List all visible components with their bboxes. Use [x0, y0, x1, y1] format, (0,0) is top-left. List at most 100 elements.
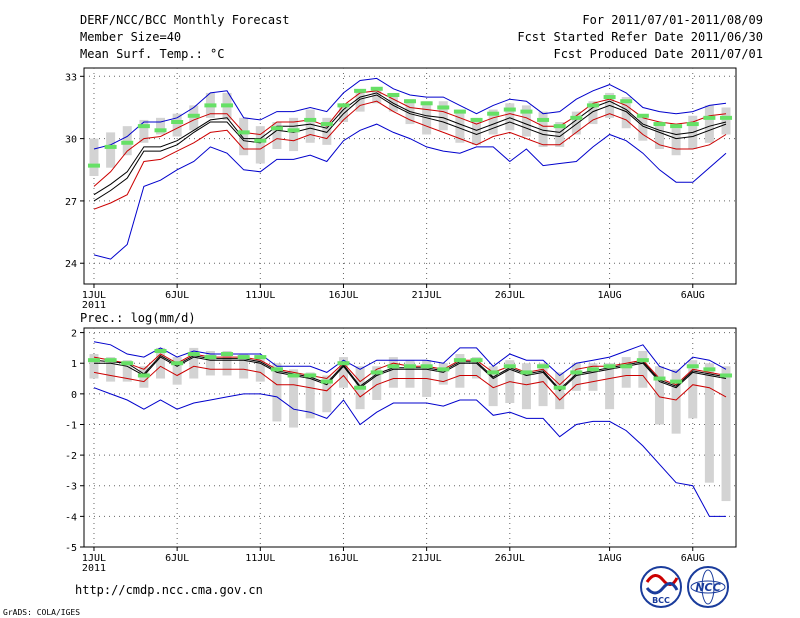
prec-x-tick-label: 6JUL: [165, 553, 189, 564]
grads-credit: GrADS: COLA/IGES: [3, 608, 80, 617]
temp-line-lower-inner: [93, 100, 727, 210]
temp-median-marker: [237, 130, 250, 135]
forecast-period-label: For 2011/07/01-2011/08/09: [582, 13, 763, 27]
prec-median-marker: [87, 358, 100, 363]
temp-median-marker: [254, 138, 267, 143]
temp-y-tick-label: 30: [65, 135, 77, 146]
prec-median-marker: [420, 364, 433, 369]
prec-x-year-label: 2011: [82, 563, 106, 574]
prec-spread-box: [571, 363, 581, 391]
temp-x-tick-label: 16JUL: [328, 290, 358, 301]
temp-spread-box: [388, 92, 398, 112]
source-url: http://cmdp.ncc.cma.gov.cn: [75, 583, 263, 597]
prec-median-marker: [470, 358, 483, 363]
temp-median-marker: [686, 122, 699, 127]
prec-median-marker: [137, 373, 150, 378]
bcc-logo: BCC: [640, 566, 682, 608]
prec-x-tick-label: 1JUL: [82, 553, 106, 564]
prec-spread-box: [704, 363, 714, 483]
prec-y-tick-label: -5: [65, 543, 77, 554]
bcc-logo-text: BCC: [652, 596, 670, 605]
ncc-logo-meridian-h: [690, 580, 726, 594]
temp-spread-box: [538, 111, 548, 147]
prec-median-marker: [270, 367, 283, 372]
prec-spread-box: [289, 369, 299, 428]
temp-median-marker: [620, 99, 633, 104]
bcc-logo-swirl-blue: [645, 582, 679, 595]
prec-line-upper-bound: [93, 341, 727, 377]
member-size-label: Member Size=40: [80, 30, 181, 44]
prec-spread-box: [106, 357, 116, 382]
temp-median-marker: [487, 111, 500, 116]
temp-median-marker: [570, 115, 583, 120]
temp-y-tick-label: 24: [65, 259, 77, 270]
ncc-logo-ring: [687, 566, 729, 608]
prec-y-tick-label: -3: [65, 482, 77, 493]
prec-spread-box: [455, 354, 465, 388]
ncc-logo: NCC: [687, 566, 729, 608]
prec-median-marker: [171, 361, 184, 366]
temp-median-marker: [337, 103, 350, 108]
temp-median-marker: [154, 128, 167, 133]
temp-plot-frame: [83, 67, 737, 285]
prec-spread-box: [472, 357, 482, 379]
temp-x-tick-label: 6AUG: [681, 290, 705, 301]
prec-x-tick-label: 26JUL: [495, 553, 525, 564]
temp-spread-box: [255, 126, 265, 164]
ncc-logo-text: NCC: [695, 581, 720, 594]
prec-median-marker: [354, 385, 367, 390]
prec-median-marker: [670, 379, 683, 384]
temp-spread-box: [505, 103, 515, 131]
temp-x-tick-label: 26JUL: [495, 290, 525, 301]
prec-median-marker: [237, 355, 250, 360]
temp-median-marker: [370, 86, 383, 91]
temp-spread-box: [322, 117, 332, 145]
temp-spread-box: [289, 117, 299, 152]
temp-x-tick-label: 11JUL: [245, 290, 275, 301]
temp-line-upper-bound: [93, 77, 727, 150]
temp-spread-box: [438, 101, 448, 131]
prec-spread-box: [322, 375, 332, 413]
temp-spread-box: [106, 132, 116, 168]
temp-x-tick-label: 6JUL: [165, 290, 189, 301]
prec-median-marker: [304, 373, 317, 378]
temp-spread-box: [621, 97, 631, 129]
prec-spread-box: [372, 366, 382, 400]
prec-spread-box: [721, 366, 731, 502]
temp-median-marker: [586, 103, 599, 108]
prec-spread-box: [305, 372, 315, 419]
temp-y-tick-label: 27: [65, 197, 77, 208]
prec-median-marker: [703, 367, 716, 372]
prec-median-marker: [437, 367, 450, 372]
prec-spread-box: [621, 357, 631, 388]
prec-spread-box: [338, 357, 348, 388]
prec-median-marker: [453, 358, 466, 363]
precipitation-panel-label: Prec.: log(mm/d): [80, 311, 196, 325]
temp-median-marker: [603, 95, 616, 100]
temp-x-tick-label: 1AUG: [598, 290, 622, 301]
prec-median-marker: [104, 358, 117, 363]
temp-median-marker: [420, 101, 433, 106]
prec-spread-box: [388, 357, 398, 388]
temp-spread-box: [638, 115, 648, 141]
prec-median-marker: [154, 348, 167, 353]
produced-date-label: Fcst Produced Date 2011/07/01: [553, 47, 763, 61]
prec-line-lower-bound: [93, 387, 726, 517]
prec-y-tick-label: -2: [65, 451, 77, 462]
prec-spread-box: [538, 363, 548, 407]
variable-label: Mean Surf. Temp.: °C: [80, 47, 225, 61]
prec-median-marker: [586, 367, 599, 372]
prec-median-marker: [720, 373, 733, 378]
prec-median-marker: [221, 352, 234, 357]
temp-spread-box: [488, 109, 498, 135]
prec-spread-box: [272, 363, 282, 422]
ncc-logo-meridian-v: [701, 569, 715, 605]
temp-median-marker: [470, 117, 483, 122]
prec-median-marker: [520, 370, 533, 375]
temp-median-marker: [670, 124, 683, 129]
prec-median-marker: [187, 352, 200, 357]
temp-median-marker: [503, 107, 516, 112]
temp-median-marker: [404, 99, 416, 104]
temp-spread-box: [89, 138, 99, 176]
temp-spread-box: [372, 88, 382, 104]
